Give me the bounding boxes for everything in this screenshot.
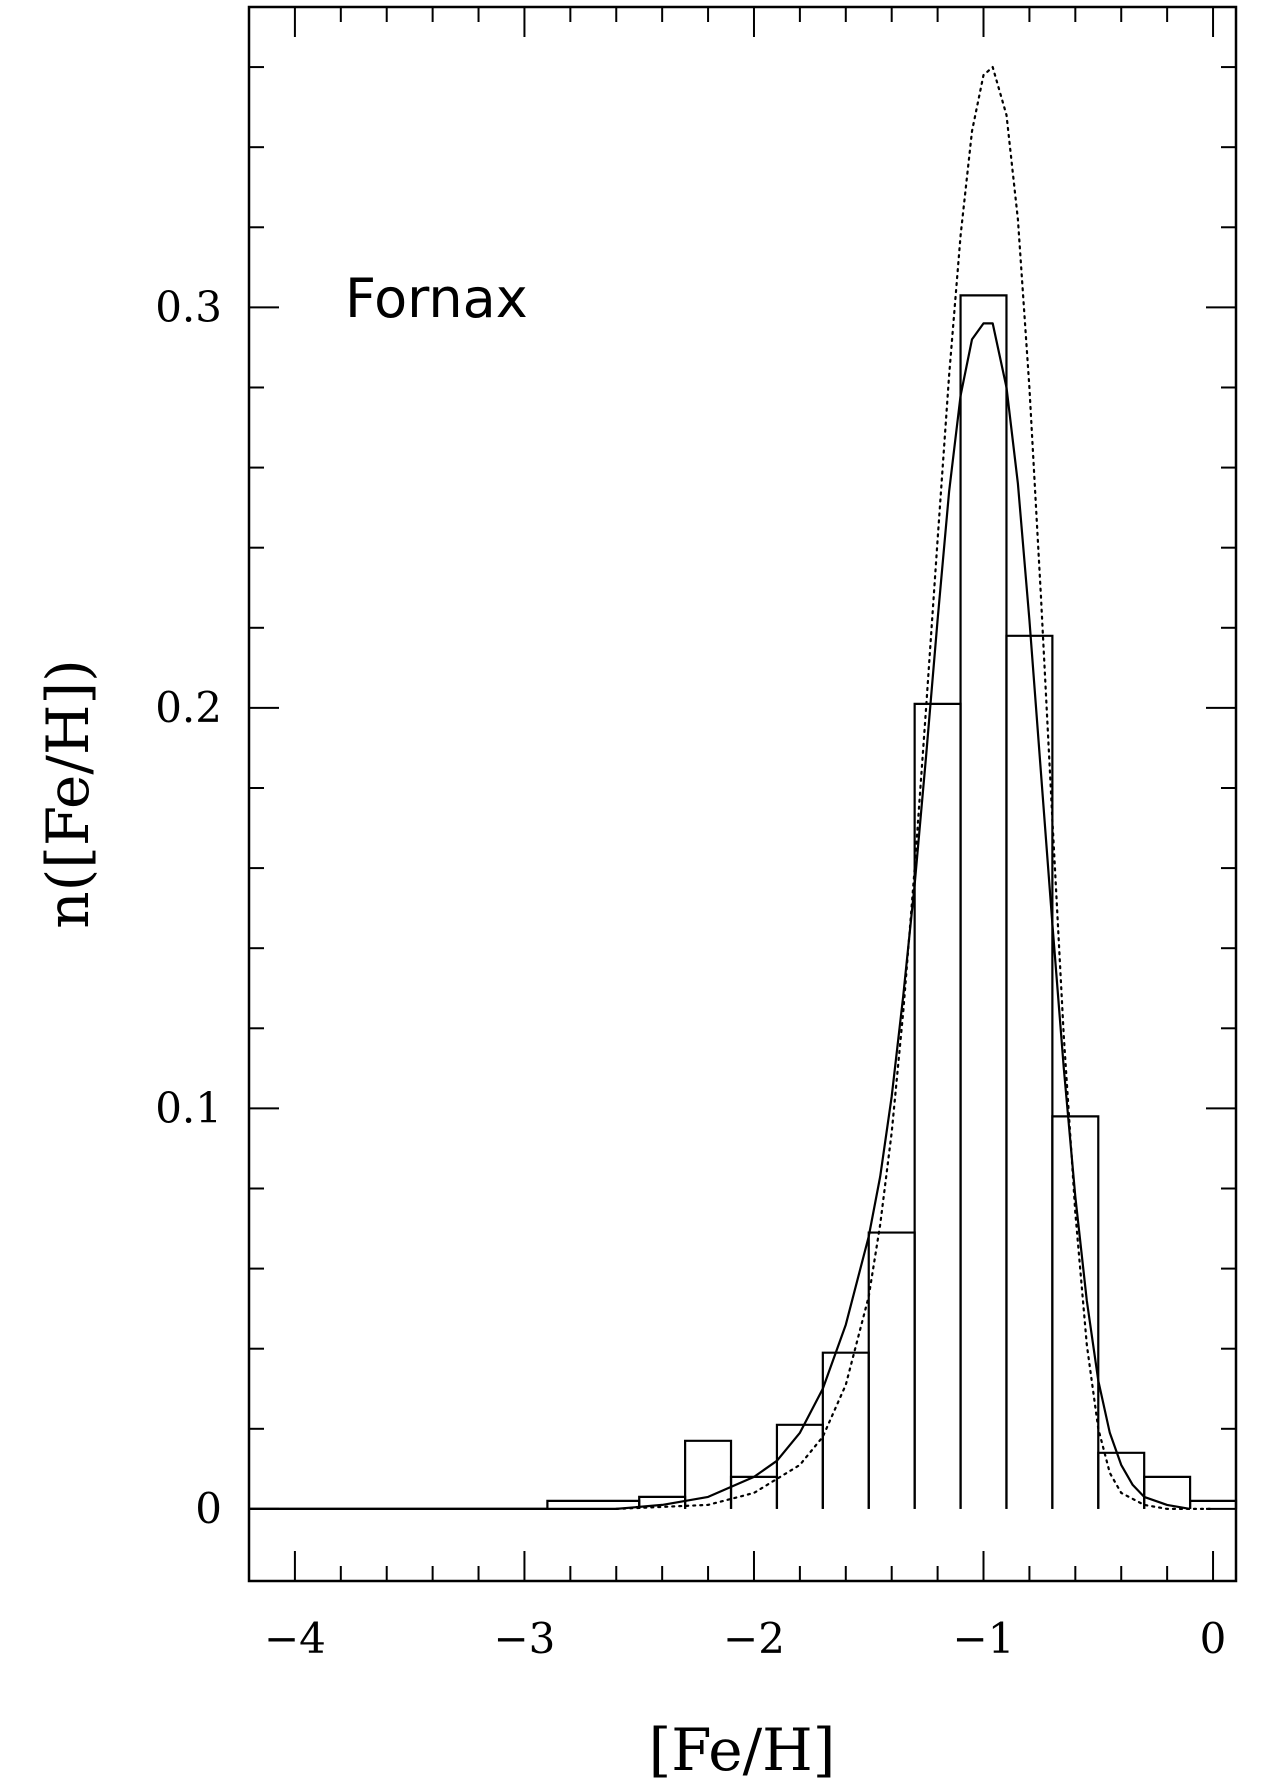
x-tick-label: 0 [1200,1614,1227,1663]
x-axis-title: [Fe/H] [649,1716,836,1783]
histogram-bin [913,702,962,1509]
histogram-bin [1143,1475,1192,1509]
histogram-bin [775,1423,824,1509]
histogram-bin [684,1439,733,1509]
histogram-bin [1188,1499,1238,1509]
histogram-bin [1051,1115,1100,1509]
histogram-bin [959,294,1008,1509]
solid-fit-curve [249,322,1191,1510]
fornax-label: Fornax [345,267,528,330]
plot-marks [249,66,1238,1511]
x-tick-label: −3 [493,1614,555,1663]
x-tick-label: −1 [953,1614,1015,1663]
y-axis-title: n([Fe/H]) [34,659,102,928]
histogram-bin [821,1351,870,1509]
x-tick-label: −4 [264,1614,326,1663]
plot-frame [247,5,1238,1583]
x-tick-label: −2 [723,1614,785,1663]
histogram-bin [1097,1451,1146,1509]
dotted-fit-curve [615,66,1215,1510]
histogram-bin [867,1231,916,1509]
axis-ticks [248,7,1236,1581]
y-tick-label: 0.3 [155,282,222,331]
y-tick-label: 0 [195,1484,222,1533]
y-tick-label: 0.2 [155,683,222,732]
y-tick-label: 0.1 [155,1083,222,1132]
histogram-bin [1005,634,1054,1509]
tick-labels: −4 −3 −2 −1 0 0 0.1 0.2 0.3 [155,282,1226,1663]
